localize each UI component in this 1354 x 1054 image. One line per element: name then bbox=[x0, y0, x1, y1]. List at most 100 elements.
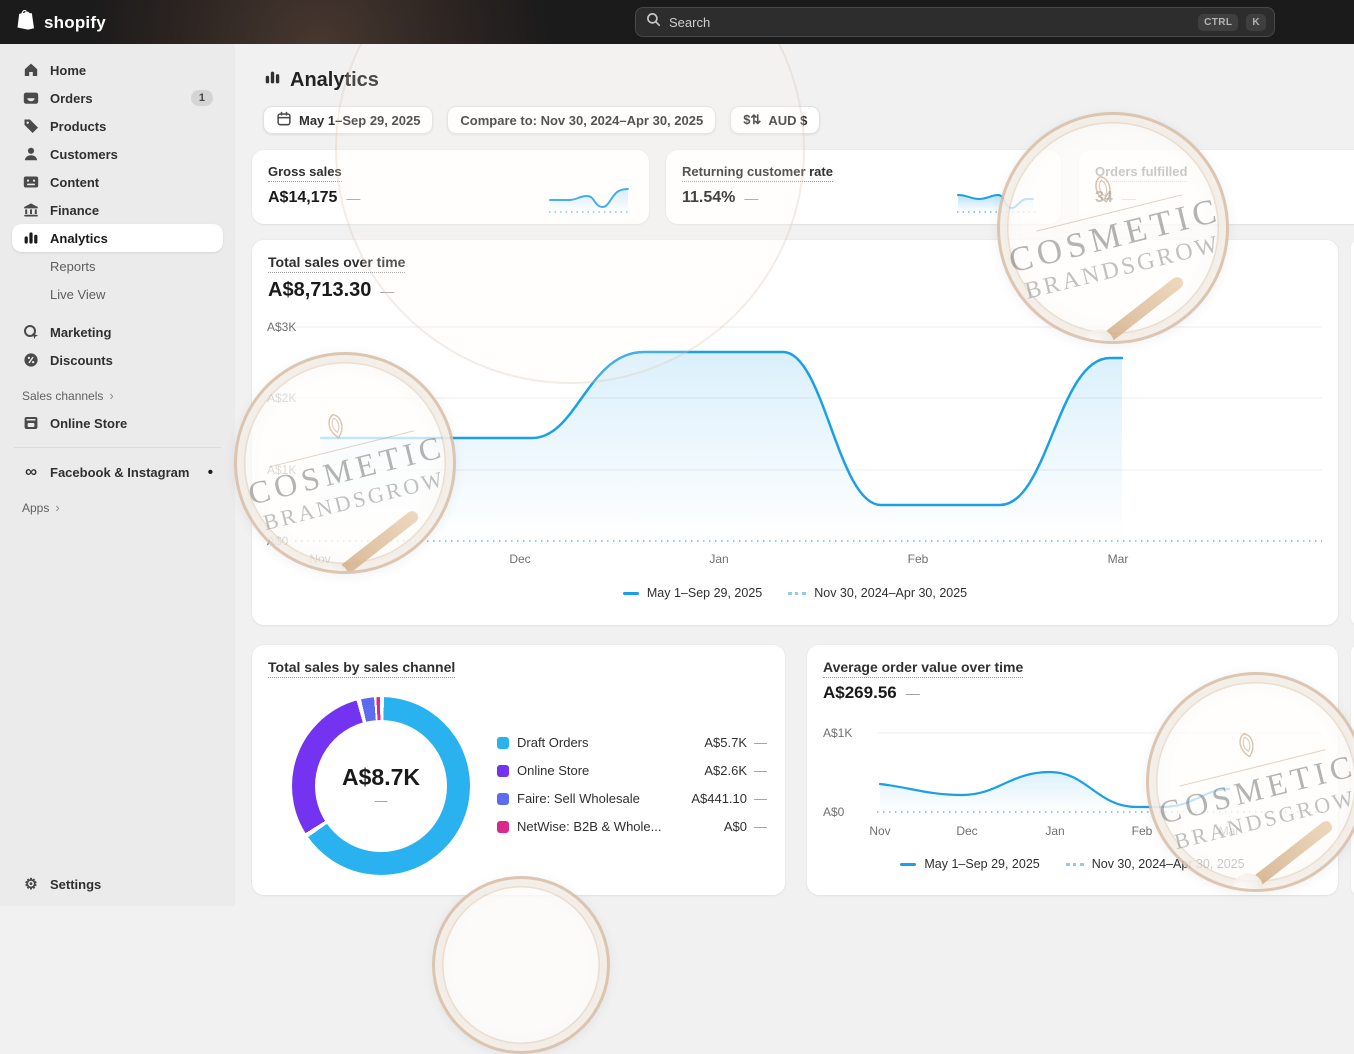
total-sales-title[interactable]: Total sales over time bbox=[268, 254, 406, 273]
legend-primary: May 1–Sep 29, 2025 bbox=[900, 857, 1040, 871]
sidebar-item-live-view[interactable]: Live View bbox=[12, 280, 223, 308]
sales-channel-card: Total sales by sales channel A$8.7K — Dr… bbox=[252, 645, 785, 895]
channel-value: A$2.6K bbox=[704, 763, 747, 778]
orders-icon bbox=[22, 89, 40, 107]
legend-comparison: Nov 30, 2024–Apr 30, 2025 bbox=[788, 586, 967, 600]
shopify-wordmark: shopify bbox=[44, 13, 106, 32]
channel-delta: — bbox=[754, 735, 767, 750]
x-axis-label: Jan bbox=[709, 552, 729, 566]
sidebar-item-online-store[interactable]: Online Store bbox=[12, 409, 223, 437]
gross-sales-delta: — bbox=[346, 190, 361, 206]
y-axis-label: A$0 bbox=[267, 534, 289, 548]
sales-channel-title[interactable]: Total sales by sales channel bbox=[268, 659, 456, 678]
orders-fulfilled-title[interactable]: Orders fulfilled bbox=[1095, 164, 1188, 182]
sidebar-item-content[interactable]: Content bbox=[12, 168, 223, 196]
channel-row-draft-orders: Draft Orders A$5.7K — bbox=[497, 733, 767, 752]
returning-rate-delta: — bbox=[744, 190, 759, 206]
legend-comparison: Nov 30, 2024–Apr 30, 2025 bbox=[1065, 857, 1245, 871]
home-icon bbox=[22, 61, 40, 79]
gross-sales-value: A$14,175 bbox=[268, 189, 338, 206]
sidebar-item-label: Discounts bbox=[50, 352, 113, 368]
aov-chart-card: Average order value over time A$269.56 —… bbox=[807, 645, 1338, 895]
currency-label: AUD $ bbox=[768, 112, 808, 128]
currency-button[interactable]: $⇅ AUD $ bbox=[730, 106, 821, 134]
orders-fulfilled-value: 34 bbox=[1095, 189, 1113, 206]
x-axis-label: Nov bbox=[309, 552, 331, 566]
page-title-text: Analytics bbox=[290, 69, 379, 91]
compare-label: Compare to: Nov 30, 2024–Apr 30, 2025 bbox=[460, 112, 704, 128]
x-axis-label: Mar bbox=[1218, 824, 1240, 838]
filter-bar: May 1–Sep 29, 2025 Compare to: Nov 30, 2… bbox=[263, 106, 821, 134]
total-sales-value: A$8,713.30 bbox=[268, 279, 372, 301]
channel-row-online-store: Online Store A$2.6K — bbox=[497, 761, 767, 780]
analytics-icon bbox=[263, 68, 282, 93]
legend-primary: May 1–Sep 29, 2025 bbox=[622, 586, 763, 600]
person-icon bbox=[22, 145, 40, 163]
sales-channels-label: Sales channels bbox=[22, 388, 104, 403]
sidebar-item-label: Customers bbox=[50, 146, 118, 162]
sidebar-item-customers[interactable]: Customers bbox=[12, 140, 223, 168]
sidebar-item-discounts[interactable]: Discounts bbox=[12, 346, 223, 374]
sidebar: Home Orders 1 Products Customers Content… bbox=[0, 44, 235, 906]
channel-row-netwise: NetWise: B2B & Whole... A$0 — bbox=[497, 817, 767, 836]
chevron-right-icon: › bbox=[109, 388, 114, 403]
total-sales-chart-card: Total sales over time A$8,713.30 — A$3K … bbox=[252, 240, 1338, 625]
search-placeholder: Search bbox=[669, 14, 711, 30]
x-axis-label: Feb bbox=[907, 552, 929, 566]
sidebar-item-label: Reports bbox=[50, 258, 96, 274]
channel-delta: — bbox=[754, 791, 767, 806]
channel-row-faire: Faire: Sell Wholesale A$441.10 — bbox=[497, 789, 767, 808]
aov-line-chart bbox=[877, 732, 1323, 813]
sidebar-item-reports[interactable]: Reports bbox=[12, 252, 223, 280]
sales-channels-section[interactable]: Sales channels › bbox=[22, 388, 223, 403]
gross-sales-card: Gross sales A$14,175 — bbox=[252, 150, 649, 224]
topbar: shopify Search CTRL K bbox=[0, 0, 1354, 44]
marketing-icon bbox=[22, 323, 40, 341]
swatch bbox=[497, 764, 509, 777]
bar-chart-icon bbox=[22, 229, 40, 247]
kbd-k: K bbox=[1246, 13, 1266, 31]
notification-dot: • bbox=[207, 463, 213, 481]
sidebar-item-products[interactable]: Products bbox=[12, 112, 223, 140]
channel-label: Online Store bbox=[517, 763, 590, 778]
sidebar-item-settings[interactable]: ⚙ Settings bbox=[12, 870, 223, 898]
donut-delta: — bbox=[374, 793, 388, 808]
orders-fulfilled-delta: — bbox=[1121, 190, 1136, 206]
kbd-ctrl: CTRL bbox=[1198, 13, 1239, 31]
donut-center: A$8.7K — bbox=[292, 697, 470, 875]
sidebar-item-label: Home bbox=[50, 62, 87, 78]
y-axis-label: A$3K bbox=[267, 320, 297, 334]
y-axis-label: A$1K bbox=[823, 726, 853, 740]
x-axis-label: Jan bbox=[1045, 824, 1065, 838]
date-range-label: May 1–Sep 29, 2025 bbox=[299, 112, 421, 128]
orders-fulfilled-card: Orders fulfilled 34 — bbox=[1079, 150, 1354, 224]
sidebar-item-marketing[interactable]: Marketing bbox=[12, 318, 223, 346]
legend-primary-label: May 1–Sep 29, 2025 bbox=[924, 857, 1040, 871]
sidebar-item-label: Marketing bbox=[50, 324, 112, 340]
sidebar-item-analytics[interactable]: Analytics bbox=[12, 224, 223, 252]
channel-label: Draft Orders bbox=[517, 735, 589, 750]
aov-legend: May 1–Sep 29, 2025 Nov 30, 2024–Apr 30, … bbox=[807, 857, 1338, 871]
sidebar-item-home[interactable]: Home bbox=[12, 56, 223, 84]
channel-legend: Draft Orders A$5.7K — Online Store A$2.6… bbox=[497, 733, 767, 836]
swatch bbox=[497, 736, 509, 749]
sidebar-item-finance[interactable]: Finance bbox=[12, 196, 223, 224]
gross-sales-title[interactable]: Gross sales bbox=[268, 164, 342, 182]
total-sales-delta: — bbox=[380, 282, 395, 299]
apps-section[interactable]: Apps › bbox=[22, 500, 223, 515]
sidebar-item-orders[interactable]: Orders 1 bbox=[12, 84, 223, 112]
partial-card bbox=[1351, 240, 1354, 625]
date-range-button[interactable]: May 1–Sep 29, 2025 bbox=[263, 106, 434, 134]
legend-primary-label: May 1–Sep 29, 2025 bbox=[646, 586, 763, 600]
search-input[interactable]: Search CTRL K bbox=[635, 7, 1275, 37]
compare-to-button[interactable]: Compare to: Nov 30, 2024–Apr 30, 2025 bbox=[447, 106, 717, 134]
orders-count-badge: 1 bbox=[190, 90, 213, 106]
sidebar-item-label: Live View bbox=[50, 286, 106, 302]
channel-value: A$441.10 bbox=[691, 791, 747, 806]
aov-title[interactable]: Average order value over time bbox=[823, 659, 1024, 678]
sidebar-item-label: Analytics bbox=[50, 230, 108, 246]
sidebar-item-facebook-instagram[interactable]: ∞ Facebook & Instagram • bbox=[12, 458, 223, 486]
x-axis-label: Dec bbox=[956, 824, 978, 838]
shopify-logo[interactable]: shopify bbox=[16, 9, 106, 37]
returning-rate-title[interactable]: Returning customer rate bbox=[682, 164, 833, 182]
